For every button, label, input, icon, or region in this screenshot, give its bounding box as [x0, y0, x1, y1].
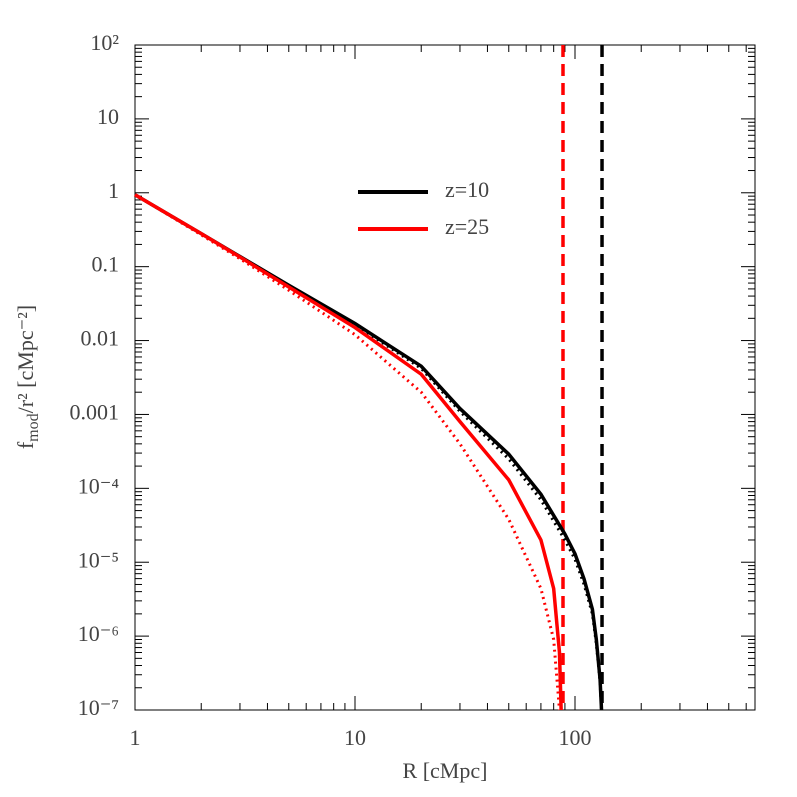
y-tick-label: 0.001 [70, 399, 120, 424]
y-tick-label: 0.1 [92, 252, 120, 277]
x-tick-label: 1 [130, 725, 141, 750]
y-tick-label: 10⁻⁴ [78, 473, 120, 498]
series-line [134, 193, 604, 711]
y-tick-label: 0.01 [81, 326, 120, 351]
series-line [134, 193, 563, 711]
legend-label: z=10 [445, 177, 489, 202]
y-axis-label: fmod/r² [cMpc⁻²] [13, 305, 42, 449]
y-tick-label: 10² [90, 30, 119, 55]
y-label-part: f [13, 441, 38, 449]
y-label-sub: mod [25, 413, 42, 441]
series-line [134, 193, 604, 711]
x-tick-label: 100 [558, 725, 591, 750]
x-tick-label: 10 [344, 725, 366, 750]
y-tick-label: 10⁻⁷ [78, 695, 119, 720]
y-tick-label: 1 [108, 178, 119, 203]
y-tick-label: 10⁻⁵ [78, 547, 119, 572]
legend-label: z=25 [445, 214, 489, 239]
y-tick-label: 10⁻⁶ [78, 621, 119, 646]
series-line [134, 193, 561, 711]
y-tick-label: 10 [97, 104, 119, 129]
plot-frame [134, 44, 756, 711]
x-axis-label: R [cMpc] [403, 758, 488, 783]
y-label-part: /r² [cMpc⁻²] [13, 305, 38, 414]
